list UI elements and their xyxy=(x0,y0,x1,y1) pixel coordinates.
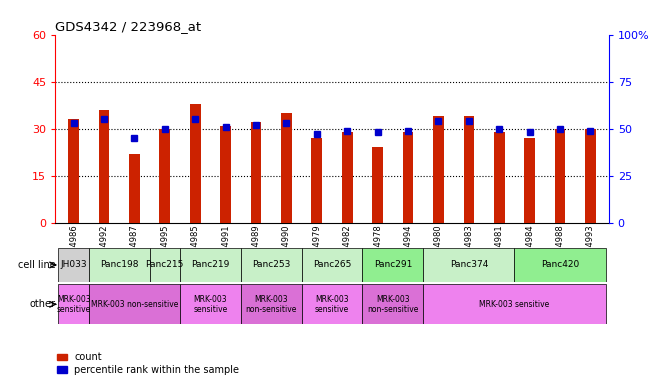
Text: MRK-003
non-sensitive: MRK-003 non-sensitive xyxy=(245,295,297,314)
Bar xyxy=(68,119,79,223)
Bar xyxy=(585,129,596,223)
Text: MRK-003
sensitive: MRK-003 sensitive xyxy=(57,295,90,314)
Bar xyxy=(494,132,505,223)
Bar xyxy=(342,132,353,223)
Bar xyxy=(251,122,261,223)
Bar xyxy=(89,284,180,324)
Bar xyxy=(281,113,292,223)
Bar xyxy=(403,132,413,223)
Text: other: other xyxy=(30,299,55,310)
Text: Panc215: Panc215 xyxy=(146,260,184,270)
Bar xyxy=(59,248,89,282)
Bar xyxy=(301,248,363,282)
Text: MRK-003 sensitive: MRK-003 sensitive xyxy=(479,300,549,309)
Bar xyxy=(514,248,605,282)
Text: Panc253: Panc253 xyxy=(252,260,290,270)
Text: Panc291: Panc291 xyxy=(374,260,412,270)
Legend: count, percentile rank within the sample: count, percentile rank within the sample xyxy=(57,353,240,375)
Text: Panc265: Panc265 xyxy=(313,260,351,270)
Bar xyxy=(423,248,514,282)
Text: Panc420: Panc420 xyxy=(541,260,579,270)
Bar xyxy=(159,129,170,223)
Text: MRK-003
sensitive: MRK-003 sensitive xyxy=(315,295,349,314)
Bar xyxy=(524,138,535,223)
Text: JH033: JH033 xyxy=(61,260,87,270)
Bar xyxy=(241,248,301,282)
Bar xyxy=(372,147,383,223)
Bar xyxy=(433,116,444,223)
Bar xyxy=(311,138,322,223)
Text: Panc374: Panc374 xyxy=(450,260,488,270)
Text: MRK-003
non-sensitive: MRK-003 non-sensitive xyxy=(367,295,419,314)
Text: cell line: cell line xyxy=(18,260,55,270)
Bar xyxy=(363,248,423,282)
Bar xyxy=(220,126,231,223)
Bar xyxy=(89,248,150,282)
Bar xyxy=(363,284,423,324)
Text: MRK-003
sensitive: MRK-003 sensitive xyxy=(193,295,227,314)
Bar xyxy=(301,284,363,324)
Bar xyxy=(241,284,301,324)
Bar xyxy=(464,116,474,223)
Bar xyxy=(180,284,241,324)
Bar xyxy=(59,284,89,324)
Text: Panc198: Panc198 xyxy=(100,260,139,270)
Bar xyxy=(150,248,180,282)
Text: GDS4342 / 223968_at: GDS4342 / 223968_at xyxy=(55,20,201,33)
Text: Panc219: Panc219 xyxy=(191,260,230,270)
Bar xyxy=(190,104,201,223)
Text: MRK-003 non-sensitive: MRK-003 non-sensitive xyxy=(90,300,178,309)
Bar xyxy=(180,248,241,282)
Bar xyxy=(555,129,565,223)
Bar xyxy=(129,154,140,223)
Bar xyxy=(99,110,109,223)
Bar xyxy=(423,284,605,324)
